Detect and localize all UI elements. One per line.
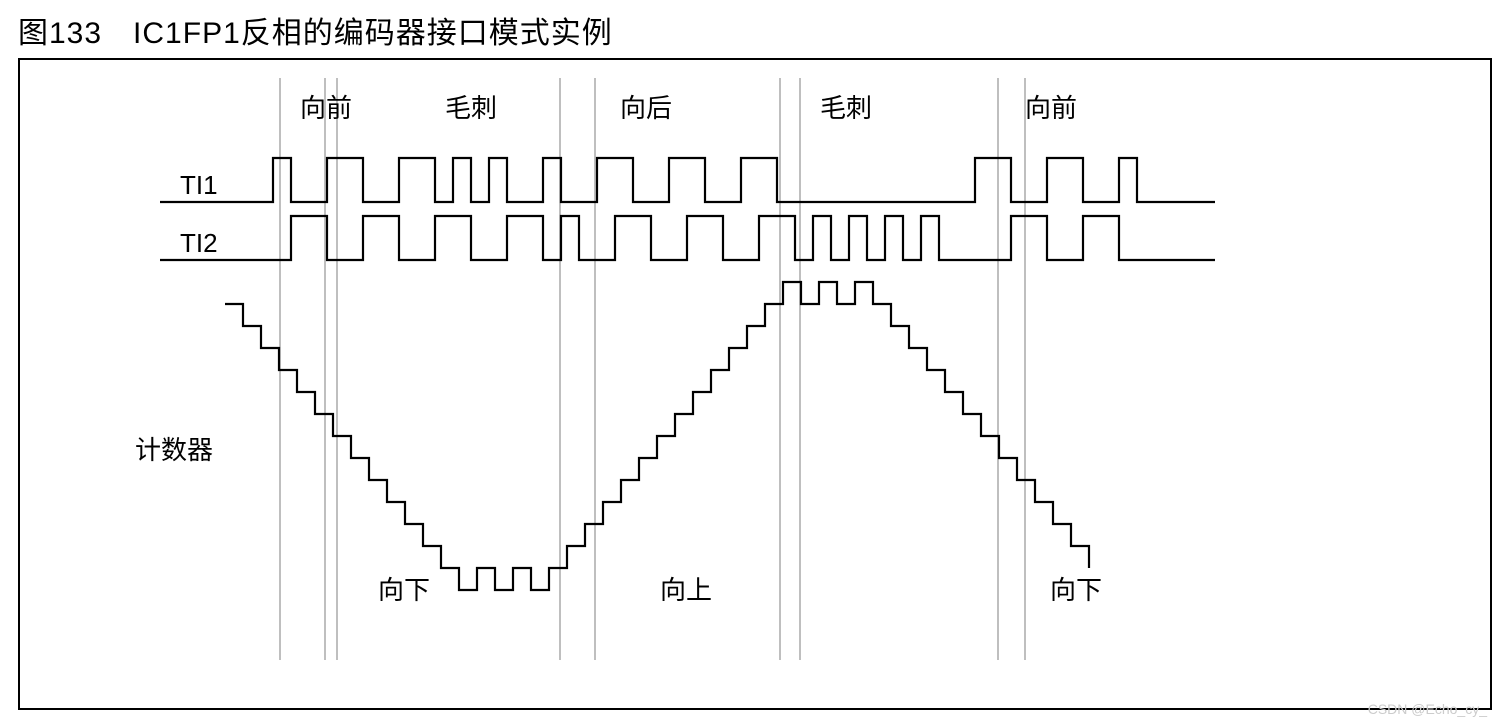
signal-label-ti2: TI2 xyxy=(180,228,218,259)
direction-label-1: 向上 xyxy=(660,570,712,607)
phase-label-1: 毛刺 xyxy=(445,88,497,125)
timing-diagram-svg xyxy=(0,0,1509,723)
direction-label-0: 向下 xyxy=(378,570,430,607)
phase-label-4: 向前 xyxy=(1025,88,1077,125)
signal-label-ti1: TI1 xyxy=(180,170,218,201)
direction-label-2: 向下 xyxy=(1050,570,1102,607)
phase-label-3: 毛刺 xyxy=(820,88,872,125)
phase-label-2: 向后 xyxy=(620,88,672,125)
phase-label-0: 向前 xyxy=(300,88,352,125)
counter-label: 计数器 xyxy=(135,430,213,467)
watermark: CSDN @Echo_cy_ xyxy=(1368,701,1487,717)
